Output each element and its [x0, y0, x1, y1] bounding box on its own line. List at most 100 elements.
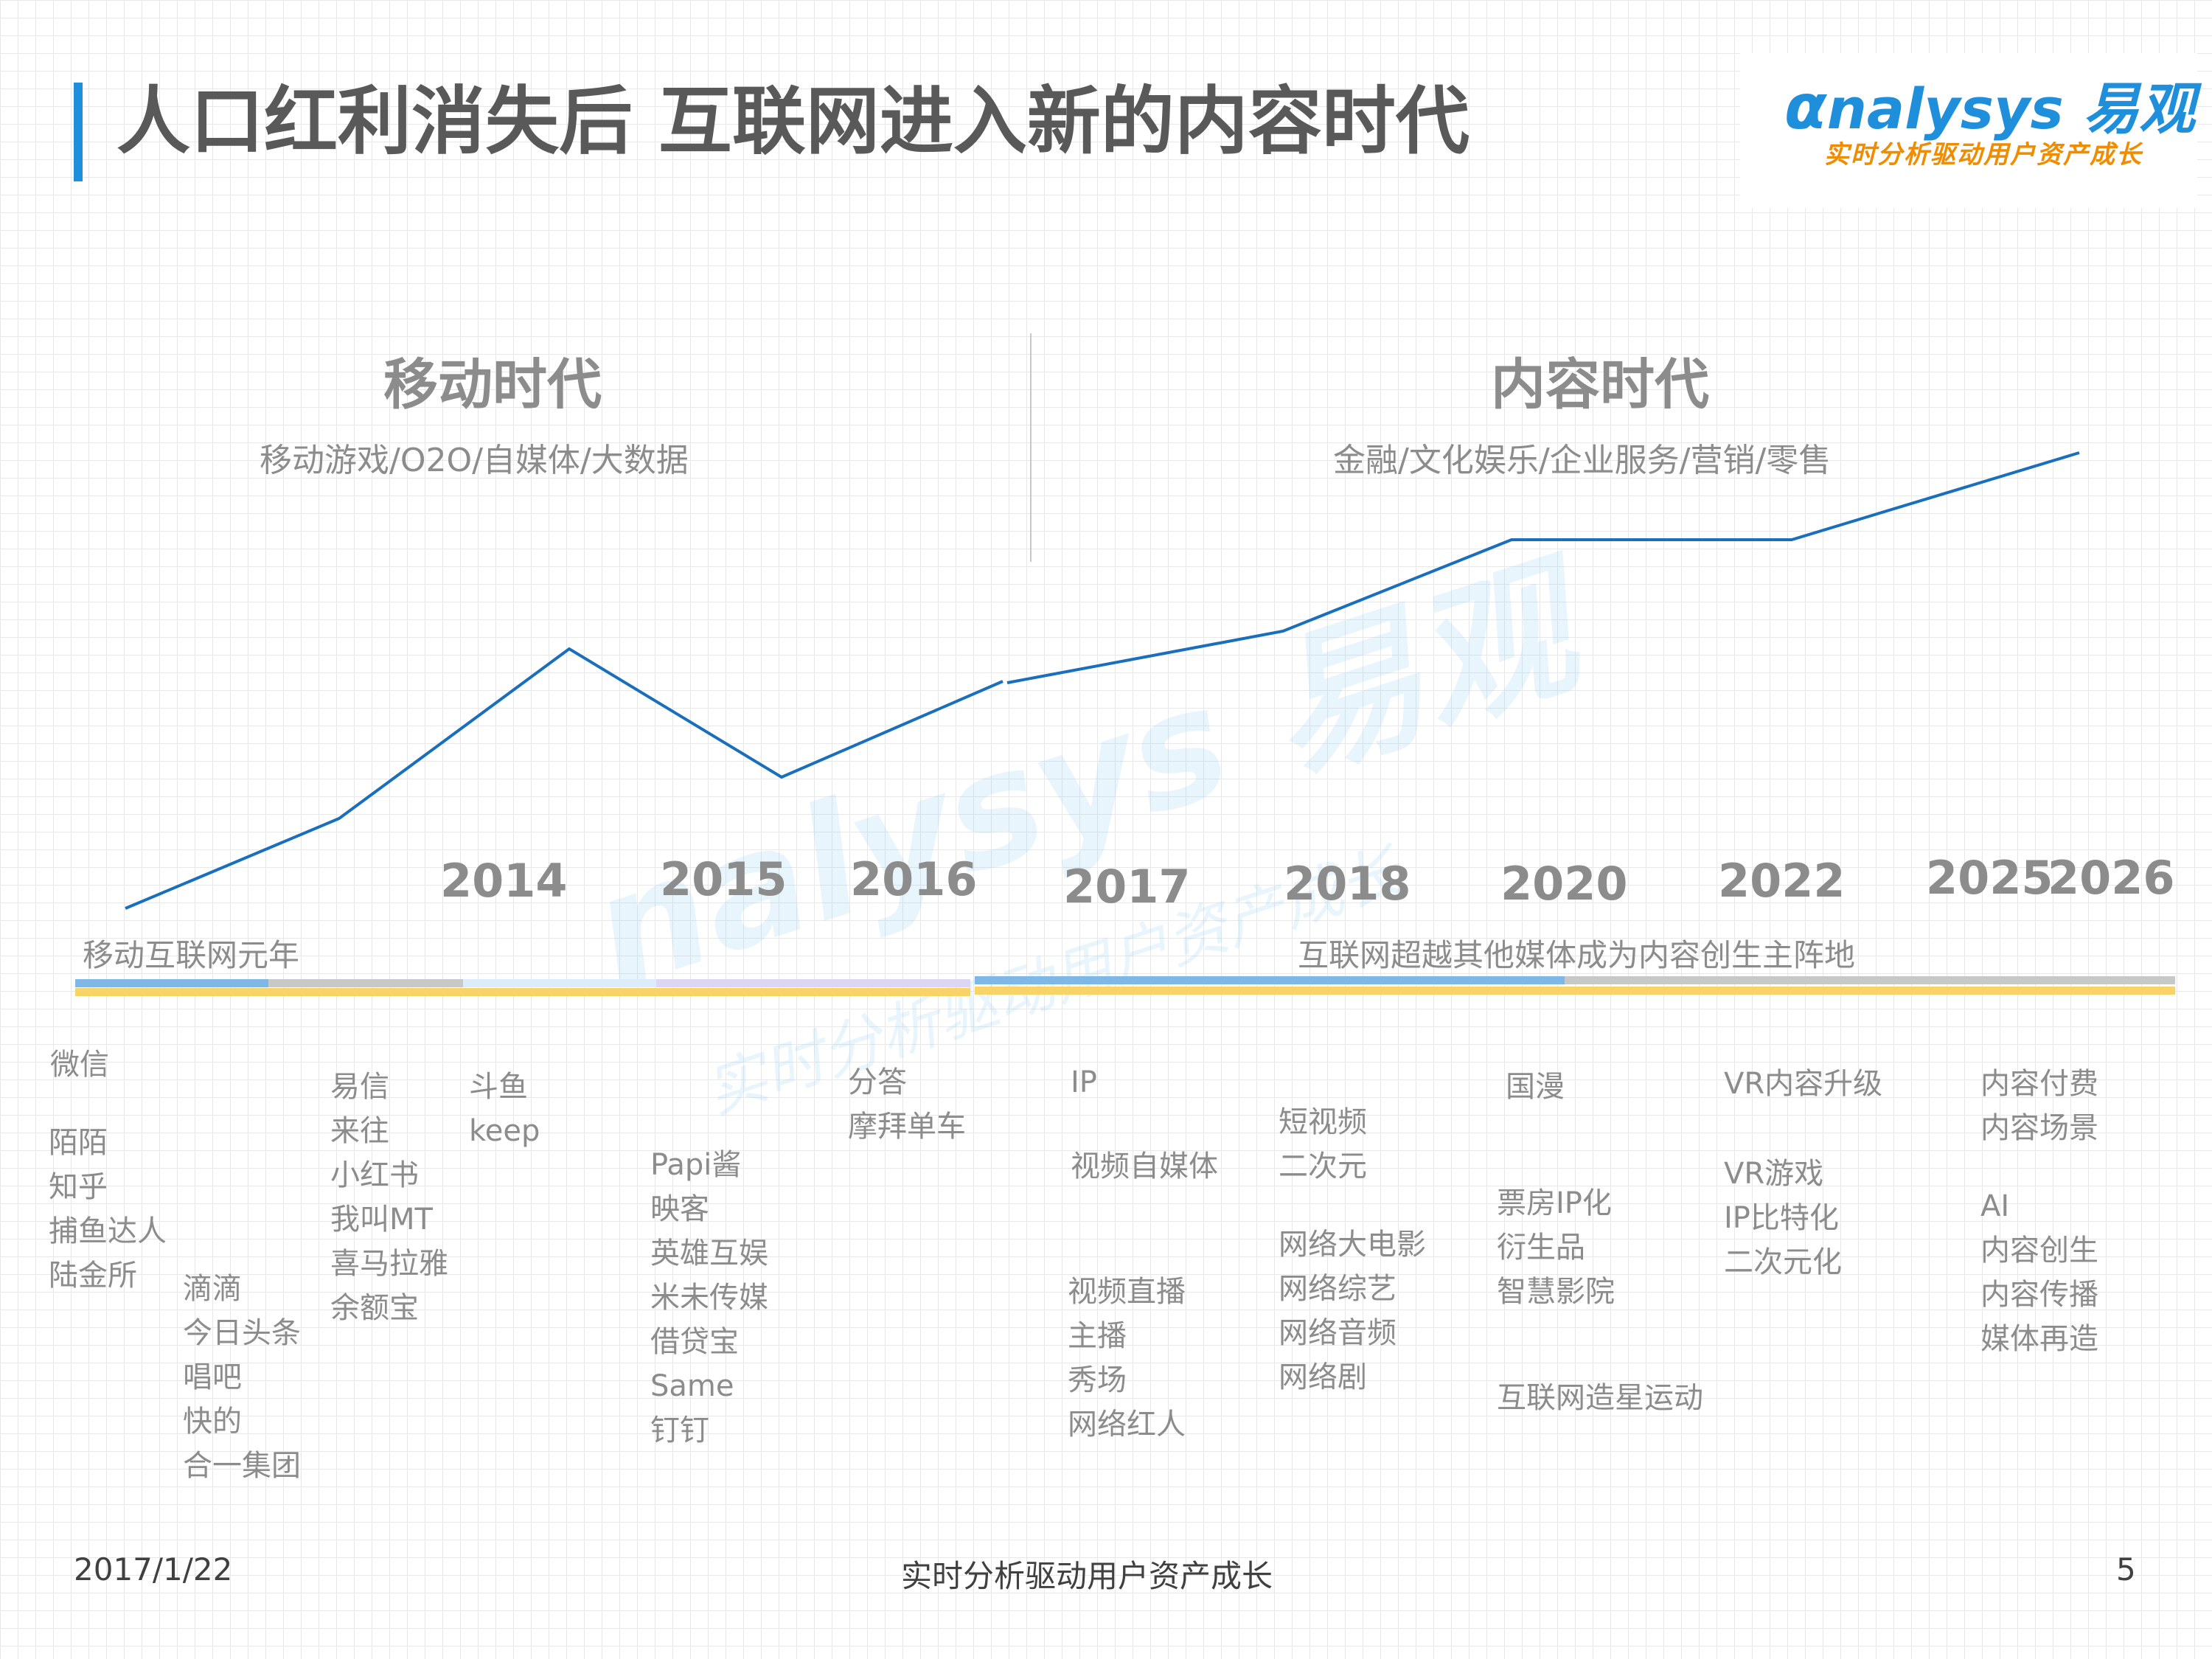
list-item: 二次元 — [1279, 1150, 1367, 1183]
list-item: 网络剧 — [1279, 1360, 1367, 1394]
timeline-bar-yellow — [75, 988, 970, 996]
footer-date: 2017/1/22 — [74, 1551, 233, 1587]
item-group: 视频自媒体 — [1071, 1144, 1218, 1189]
list-item: 米未传媒 — [650, 1281, 768, 1315]
timeline-bar-blue — [75, 979, 268, 987]
milestone-label: 互联网超越其他媒体成为内容创生主阵地 — [1298, 937, 1856, 973]
year-label: 2018 — [1284, 857, 1411, 911]
list-item: 我叫MT — [330, 1203, 433, 1237]
year-label: 2026 — [2048, 851, 2175, 905]
list-item: 网络音频 — [1279, 1316, 1397, 1350]
list-item: 网络综艺 — [1279, 1272, 1397, 1306]
list-item: AI — [1980, 1189, 2010, 1223]
timeline-bar-lightblue — [463, 979, 656, 987]
list-item: 分答 — [848, 1065, 907, 1099]
list-item: 媒体再造 — [1980, 1322, 2098, 1356]
list-item: Same — [650, 1369, 734, 1403]
item-group: 滴滴 今日头条 唱吧 快的 合一集团 — [183, 1267, 301, 1488]
analysys-logo: αnalysys 易观 — [1784, 63, 2195, 145]
era-title-content: 内容时代 — [1491, 353, 1709, 417]
era-subtitle-mobile: 移动游戏/O2O/自媒体/大数据 — [260, 442, 689, 479]
item-group: 短视频 二次元 — [1279, 1100, 1367, 1189]
list-item: 二次元化 — [1724, 1245, 1842, 1279]
list-item: VR内容升级 — [1724, 1067, 1883, 1101]
list-item: 内容传播 — [1980, 1278, 2098, 1312]
timeline-bar-yellow — [975, 987, 2175, 995]
list-item: Papi酱 — [650, 1148, 742, 1182]
list-item: 英雄互娱 — [650, 1237, 768, 1270]
item-group: 视频直播 主播 秀场 网络红人 — [1068, 1270, 1186, 1447]
list-item: 摩拜单车 — [848, 1110, 966, 1144]
year-label: 2020 — [1500, 857, 1628, 911]
list-item: 主播 — [1068, 1319, 1127, 1353]
list-item: 快的 — [183, 1405, 242, 1439]
list-item: 短视频 — [1279, 1105, 1367, 1139]
list-item: 唱吧 — [183, 1360, 242, 1394]
timeline-bar-gray — [268, 979, 463, 987]
list-item: 网络红人 — [1068, 1408, 1186, 1441]
logo-panel — [1740, 53, 2197, 208]
list-item: 微信 — [50, 1048, 109, 1082]
timeline-bar-lavender — [656, 979, 970, 987]
list-item: IP比特化 — [1724, 1201, 1839, 1235]
list-item: 知乎 — [49, 1170, 108, 1204]
item-group: AI 内容创生 内容传播 媒体再造 — [1980, 1184, 2098, 1361]
list-item: 来往 — [330, 1114, 389, 1148]
list-item: 内容付费 — [1980, 1067, 2098, 1101]
list-item: 内容场景 — [1980, 1111, 2098, 1145]
logo-wordmark: nalysys 易观 — [1826, 76, 2196, 142]
era-divider — [1030, 333, 1032, 562]
item-group: Papi酱 映客 英雄互娱 米未传媒 借贷宝 Same 钉钉 — [650, 1143, 768, 1453]
page-title: 人口红利消失后 互联网进入新的内容时代 — [116, 78, 1470, 164]
footer-slogan: 实时分析驱动用户资产成长 — [901, 1558, 1273, 1594]
year-label: 2017 — [1063, 860, 1191, 914]
list-item: 衍生品 — [1497, 1231, 1585, 1265]
list-item: 余额宝 — [330, 1291, 419, 1325]
timeline-bar-blue — [975, 976, 1565, 984]
item-group: 微信 — [50, 1043, 109, 1087]
list-item: 视频自媒体 — [1071, 1150, 1218, 1183]
item-group: 互联网造星运动 — [1497, 1376, 1703, 1420]
logo-a-icon: α — [1784, 71, 1827, 143]
list-item: 捕鱼达人 — [49, 1214, 167, 1248]
year-label: 2025 — [1926, 851, 2053, 905]
list-item: 合一集团 — [183, 1449, 301, 1483]
item-group: 票房IP化 衍生品 智慧影院 — [1497, 1181, 1615, 1314]
era-subtitle-content: 金融/文化娱乐/企业服务/营销/零售 — [1333, 442, 1832, 479]
item-group: VR内容升级 — [1724, 1062, 1882, 1106]
logo-slogan: 实时分析驱动用户资产成长 — [1824, 140, 2143, 170]
list-item: VR游戏 — [1724, 1157, 1824, 1191]
title-accent-bar — [74, 83, 83, 181]
trend-line-content-era — [1006, 451, 2080, 684]
list-item: 国漫 — [1506, 1070, 1565, 1104]
year-label: 2016 — [850, 852, 978, 906]
list-item: 票房IP化 — [1497, 1186, 1612, 1220]
list-item: 秀场 — [1068, 1363, 1127, 1397]
list-item: 互联网造星运动 — [1497, 1381, 1703, 1415]
item-group: 易信 来往 小红书 我叫MT 喜马拉雅 余额宝 — [330, 1065, 448, 1330]
item-group: 国漫 — [1506, 1065, 1565, 1109]
list-item: 易信 — [330, 1070, 389, 1104]
list-item: keep — [469, 1114, 540, 1148]
list-item: 智慧影院 — [1497, 1275, 1615, 1309]
list-item: 斗鱼 — [469, 1070, 528, 1104]
timeline-bar-gray — [1565, 976, 2175, 984]
item-group: 陌陌 知乎 捕鱼达人 陆金所 — [49, 1121, 167, 1298]
list-item: IP — [1071, 1065, 1097, 1099]
list-item: 今日头条 — [183, 1316, 301, 1350]
list-item: 陆金所 — [49, 1259, 137, 1293]
item-group: 斗鱼 keep — [469, 1065, 540, 1153]
milestone-label: 移动互联网元年 — [83, 937, 300, 973]
list-item: 内容创生 — [1980, 1234, 2098, 1267]
list-item: 喜马拉雅 — [330, 1247, 448, 1281]
year-label: 2022 — [1718, 854, 1846, 908]
year-label: 2015 — [660, 852, 787, 906]
list-item: 小红书 — [330, 1158, 419, 1192]
list-item: 映客 — [650, 1192, 709, 1226]
list-item: 滴滴 — [183, 1272, 242, 1306]
trend-line-mobile-era — [125, 647, 1004, 910]
page-number: 5 — [2116, 1551, 2136, 1587]
era-title-mobile: 移动时代 — [383, 353, 602, 417]
list-item: 借贷宝 — [650, 1325, 739, 1359]
